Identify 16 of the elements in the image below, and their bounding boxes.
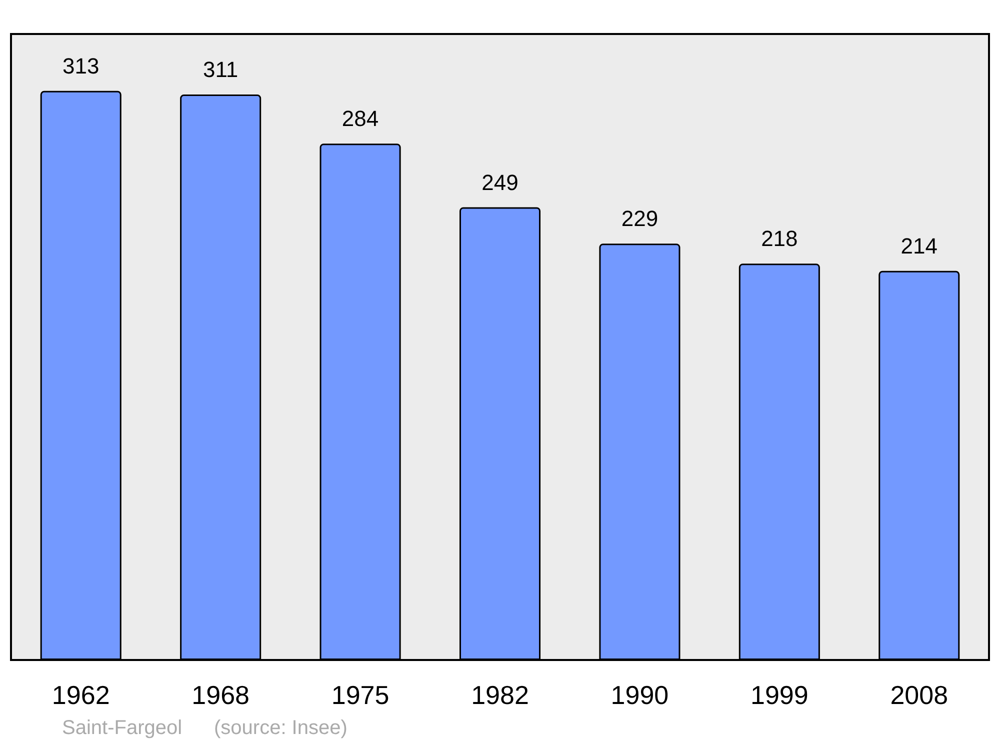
data-label: 311	[203, 57, 238, 82]
data-label: 229	[621, 206, 658, 232]
x-tick-label: 1982	[471, 680, 529, 710]
data-label: 218	[761, 226, 798, 252]
x-tick-label: 2008	[890, 680, 948, 710]
x-tick-label: 1962	[52, 680, 110, 710]
x-tick-label: 1968	[192, 680, 250, 710]
data-label: 214	[900, 233, 938, 258]
data-label: 249	[482, 170, 518, 195]
x-tick-label: 1999	[750, 680, 808, 710]
data-label: 284	[342, 106, 379, 132]
data-label: 313	[62, 53, 100, 78]
text: (source: Insee)	[214, 717, 348, 739]
x-tick-label: 1990	[610, 680, 669, 710]
text: Saint-Fargeol	[62, 717, 182, 739]
x-tick-label: 1975	[331, 680, 390, 710]
